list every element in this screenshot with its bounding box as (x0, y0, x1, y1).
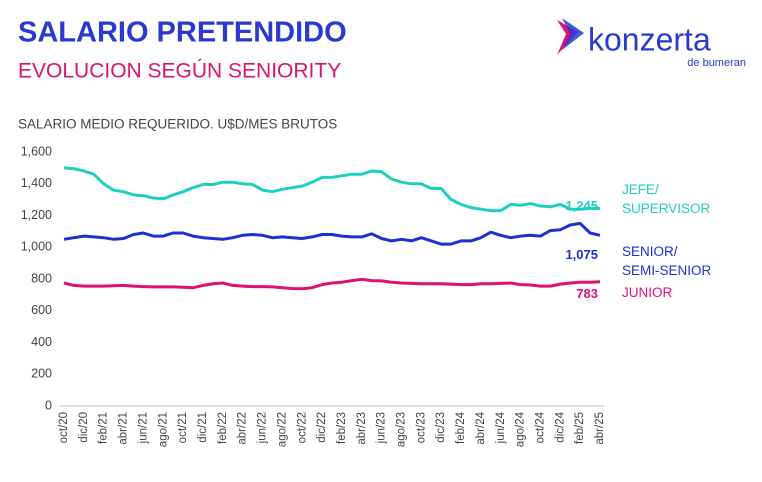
x-tick-label: feb/25 (574, 412, 586, 444)
x-tick-label: oct/23 (415, 412, 427, 443)
legend-label: SENIOR/SEMI-SENIOR (622, 244, 712, 278)
y-tick-label: 1,000 (21, 240, 52, 254)
x-tick-label: feb/24 (455, 411, 467, 444)
x-tick-label: jun/23 (376, 412, 388, 444)
y-tick-label: 1,600 (21, 144, 52, 158)
x-tick-label: oct/21 (177, 412, 189, 443)
x-tick-label: dic/20 (78, 412, 90, 443)
end-label: 783 (576, 286, 598, 301)
logo-icon (557, 20, 578, 55)
y-tick-label: 0 (45, 398, 52, 412)
x-tick-label: feb/22 (217, 412, 229, 444)
x-tick-label: ago/24 (515, 411, 527, 447)
logo-brand: konzerta (588, 21, 711, 57)
end-label: 1,245 (565, 198, 598, 213)
x-tick-label: feb/23 (336, 412, 348, 444)
x-tick-label: oct/22 (296, 412, 308, 443)
logo-icon (562, 18, 584, 50)
x-tick-label: ago/21 (157, 412, 169, 447)
y-tick-label: 800 (31, 271, 52, 285)
series-line (63, 166, 600, 213)
y-axis-label: SALARIO MEDIO REQUERIDO. U$D/MES BRUTOS (18, 117, 337, 132)
x-tick-label: dic/21 (197, 412, 209, 443)
x-tick-label: abr/22 (237, 412, 249, 445)
x-tick-label: abr/21 (118, 412, 130, 445)
end-label: 1,075 (565, 247, 598, 262)
chart-title: SALARIO PRETENDIDO (18, 17, 347, 49)
y-tick-label: 600 (31, 303, 52, 317)
y-tick-label: 200 (31, 367, 52, 381)
x-tick-label: ago/23 (396, 412, 408, 447)
legend-label: JEFE/SUPERVISOR (622, 182, 711, 216)
x-tick-label: oct/20 (58, 412, 70, 443)
x-tick-label: feb/21 (98, 412, 110, 444)
y-tick-label: 400 (31, 335, 52, 349)
logo-sub: de bumeran (687, 57, 746, 69)
x-tick-label: dic/24 (554, 411, 566, 442)
y-tick-label: 1,200 (21, 208, 52, 222)
logo: konzerta de bumeran (557, 18, 746, 69)
x-tick-label: abr/24 (475, 411, 487, 444)
x-tick-label: jun/24 (495, 411, 507, 444)
series-line (63, 221, 601, 246)
x-tick-label: oct/24 (534, 411, 546, 443)
x-tick-label: jun/21 (137, 412, 149, 444)
chart-subtitle: EVOLUCION SEGÚN SENIORITY (18, 60, 341, 83)
x-tick-label: jun/22 (257, 412, 269, 444)
legend-label: JUNIOR (622, 285, 673, 300)
series-line (63, 277, 601, 291)
x-tick-label: ago/22 (276, 412, 288, 447)
x-tick-label: abr/23 (356, 412, 368, 445)
x-tick-label: dic/22 (316, 412, 328, 443)
x-tick-label: abr/25 (594, 412, 606, 445)
y-tick-label: 1,400 (21, 176, 52, 190)
x-tick-label: dic/23 (435, 412, 447, 443)
